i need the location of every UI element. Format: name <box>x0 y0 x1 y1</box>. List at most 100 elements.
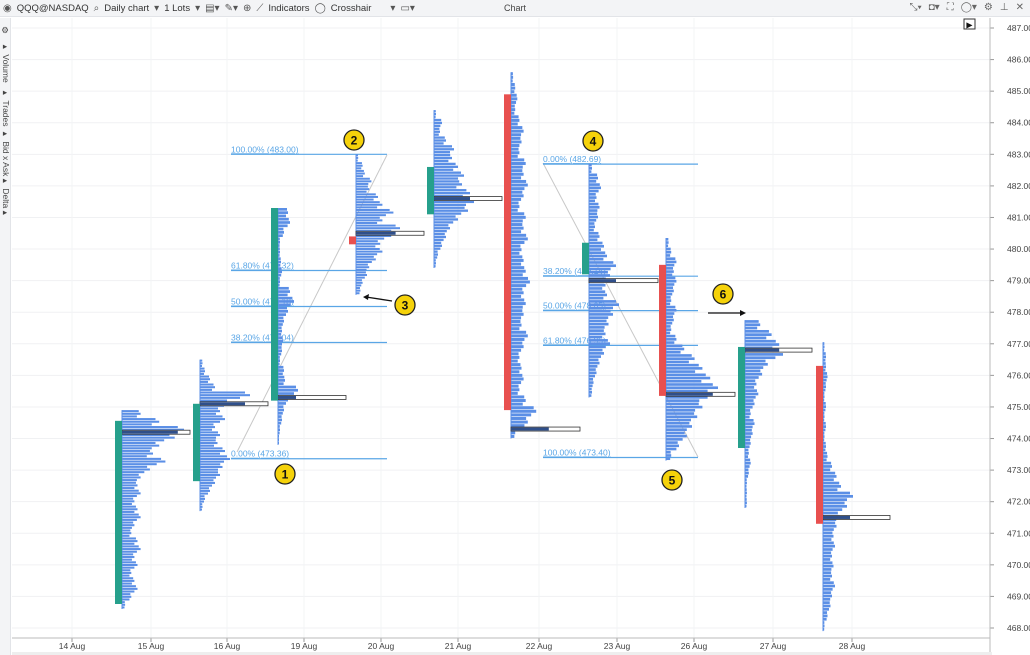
camera-icon[interactable]: ◘▾ <box>928 2 940 13</box>
profile-bar <box>278 392 294 395</box>
profile-bar <box>278 339 283 343</box>
chevron-down-icon[interactable]: ▾ <box>154 2 160 14</box>
profile-bar <box>745 356 776 360</box>
profile-bar <box>122 492 141 495</box>
profile-bar <box>200 479 214 482</box>
gear-icon[interactable]: ⚙ <box>1 26 11 36</box>
profile-bar <box>823 478 834 482</box>
lots-dropdown[interactable]: 1 Lots <box>164 2 191 14</box>
profile-bar <box>745 438 751 442</box>
profile-bar <box>122 428 184 431</box>
profile-bar <box>745 498 747 501</box>
profile-bar <box>666 412 695 415</box>
sidebar-item-bid-ask[interactable]: ▸ Bid x Ask <box>1 129 11 177</box>
window-controls: ⤡▾ ◘▾ ⛶ ◯▾ ⚙ ⊥ ✕ <box>909 2 1024 13</box>
indicators-button[interactable]: Indicators <box>268 2 310 14</box>
profile-bar <box>122 439 165 442</box>
profile-bar <box>122 561 136 564</box>
profile-bar <box>200 492 208 495</box>
fullscreen-icon[interactable]: ⛶ <box>946 2 954 13</box>
profile-bar <box>511 90 515 94</box>
pencil-icon[interactable]: ✎▾ <box>224 2 238 14</box>
zoom-icon[interactable]: ⊕ <box>242 2 252 14</box>
profile-bar <box>823 501 845 505</box>
pin-icon[interactable]: ⊥ <box>999 2 1009 13</box>
window-icon[interactable]: ▭▾ <box>400 2 415 14</box>
chevron-down-icon[interactable]: ▾ <box>390 2 396 14</box>
profile-bar <box>278 319 284 323</box>
y-tick-label: 482.00 <box>1007 181 1030 191</box>
x-tick-label: 20 Aug <box>368 641 395 651</box>
profile-bar <box>200 447 223 450</box>
sidebar-item-delta[interactable]: ▸ Delta▸ <box>1 176 11 219</box>
profile-bar <box>745 448 749 452</box>
profile-bar <box>200 426 215 429</box>
symbol-label[interactable]: QQQ@NASDAQ <box>16 2 89 14</box>
profile-bar <box>589 274 610 277</box>
scroll-to-end-button[interactable] <box>963 18 976 30</box>
profile-bar <box>200 476 216 479</box>
profile-bar <box>666 360 689 364</box>
profile-bar <box>511 262 522 266</box>
circle-icon[interactable]: ◯▾ <box>960 2 977 13</box>
profile-bar <box>823 458 827 462</box>
profile-bar <box>200 439 216 442</box>
profile-bar <box>823 465 832 468</box>
profile-bar <box>589 238 598 242</box>
profile-bar <box>278 244 280 247</box>
profile-bar <box>122 487 135 490</box>
profile-bar <box>589 186 601 190</box>
chevron-down-icon[interactable]: ▾ <box>195 2 201 14</box>
collapse-icon[interactable]: ⤡▾ <box>909 2 922 13</box>
profile-bar <box>434 253 438 256</box>
profile-bar <box>278 346 282 349</box>
profile-bar <box>745 402 755 406</box>
timeframe-dropdown[interactable]: Daily chart <box>104 2 150 14</box>
profile-bar <box>745 475 749 478</box>
profile-bar <box>666 305 676 309</box>
profile-bar <box>511 406 534 410</box>
profile-bar <box>122 500 135 503</box>
profile-bar <box>589 222 595 225</box>
profile-bar <box>823 388 826 392</box>
profile-bar <box>278 211 288 214</box>
gear-icon[interactable]: ⚙ <box>983 2 993 13</box>
profile-bar <box>122 598 130 601</box>
crosshair-button[interactable]: Crosshair <box>330 2 372 14</box>
sidebar-item-trades[interactable]: ▸ Trades <box>1 88 11 127</box>
profile-bar <box>511 129 524 133</box>
profile-bar <box>745 415 750 419</box>
chart-type-icon[interactable]: ▤▾ <box>205 2 220 14</box>
profile-bar <box>589 183 600 186</box>
profile-bar <box>356 221 378 224</box>
poc-bar <box>823 515 850 519</box>
profile-bar <box>200 487 209 490</box>
profile-bar <box>823 401 826 405</box>
horizontal-scrollbar[interactable] <box>12 652 992 655</box>
search-icon[interactable]: ⌕ <box>93 2 100 14</box>
profile-bar <box>434 194 463 198</box>
profile-bar <box>434 265 436 268</box>
profile-bar <box>511 273 523 277</box>
profile-bar <box>511 223 523 227</box>
profile-bar <box>278 385 296 389</box>
profile-bar <box>122 529 131 532</box>
profile-bar <box>589 270 608 274</box>
indicators-icon[interactable]: ⟋ <box>256 2 264 14</box>
profile-bar <box>745 455 749 458</box>
profile-bar <box>434 180 460 183</box>
profile-bar <box>434 156 452 160</box>
profile-bar <box>666 438 683 441</box>
profile-bar <box>278 267 282 270</box>
profile-bar <box>745 412 751 416</box>
marker-label: 4 <box>590 135 597 149</box>
sidebar-item-volume[interactable]: ▸ Volume <box>1 42 11 83</box>
profile-bar <box>745 329 769 333</box>
profile-bar <box>278 257 281 261</box>
profile-bar <box>823 548 833 551</box>
crosshair-icon[interactable]: ◯ <box>314 2 326 14</box>
y-tick-label: 473.00 <box>1007 465 1030 475</box>
close-icon[interactable]: ✕ <box>1015 2 1024 13</box>
profile-bar <box>122 457 162 460</box>
